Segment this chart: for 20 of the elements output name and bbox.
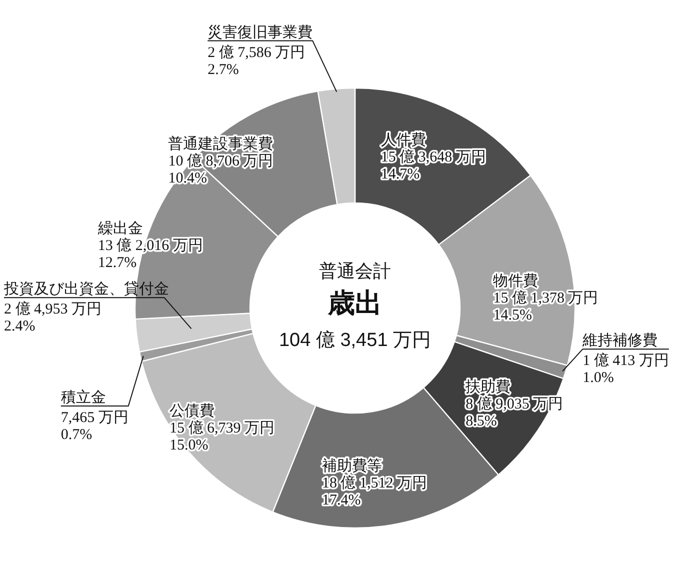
slice-label: 繰出金 [96,220,143,238]
slice-label: 積立金 [60,389,106,406]
slice-label: 投資及び出資金、貸付金 [3,280,169,298]
data-label: 2 億 7,586 万円 2.7% [208,44,306,78]
data-label: 7,465 万円 0.7% [60,410,128,443]
slice-label: 物件費 [493,272,538,290]
slice-label: 公債費 [170,402,215,420]
slice-label: 扶助費 [464,378,511,396]
data-label: 2 億 4,953 万円 2.4% [4,300,102,335]
text: 歳出 [327,288,382,318]
slice-label: 維持補修費 [582,332,658,350]
text: 普通会計 [319,261,391,281]
data-label: 15 億 6,739 万円 15.0% [170,419,275,454]
slice-label: 災害復旧事業費 [208,24,313,41]
slice-label: 普通建設事業費 [168,136,274,153]
data-label: 15 億 1,378 万円 14.5% [493,290,598,324]
data-label: 1 億 413 万円 1.0% [582,352,669,386]
data-label: 15 億 3,648 万円 14.7% [380,148,486,183]
data-label: 18 億 1,512 万円 17.4% [322,474,427,508]
text: 104 億 3,451 万円 [278,330,432,351]
